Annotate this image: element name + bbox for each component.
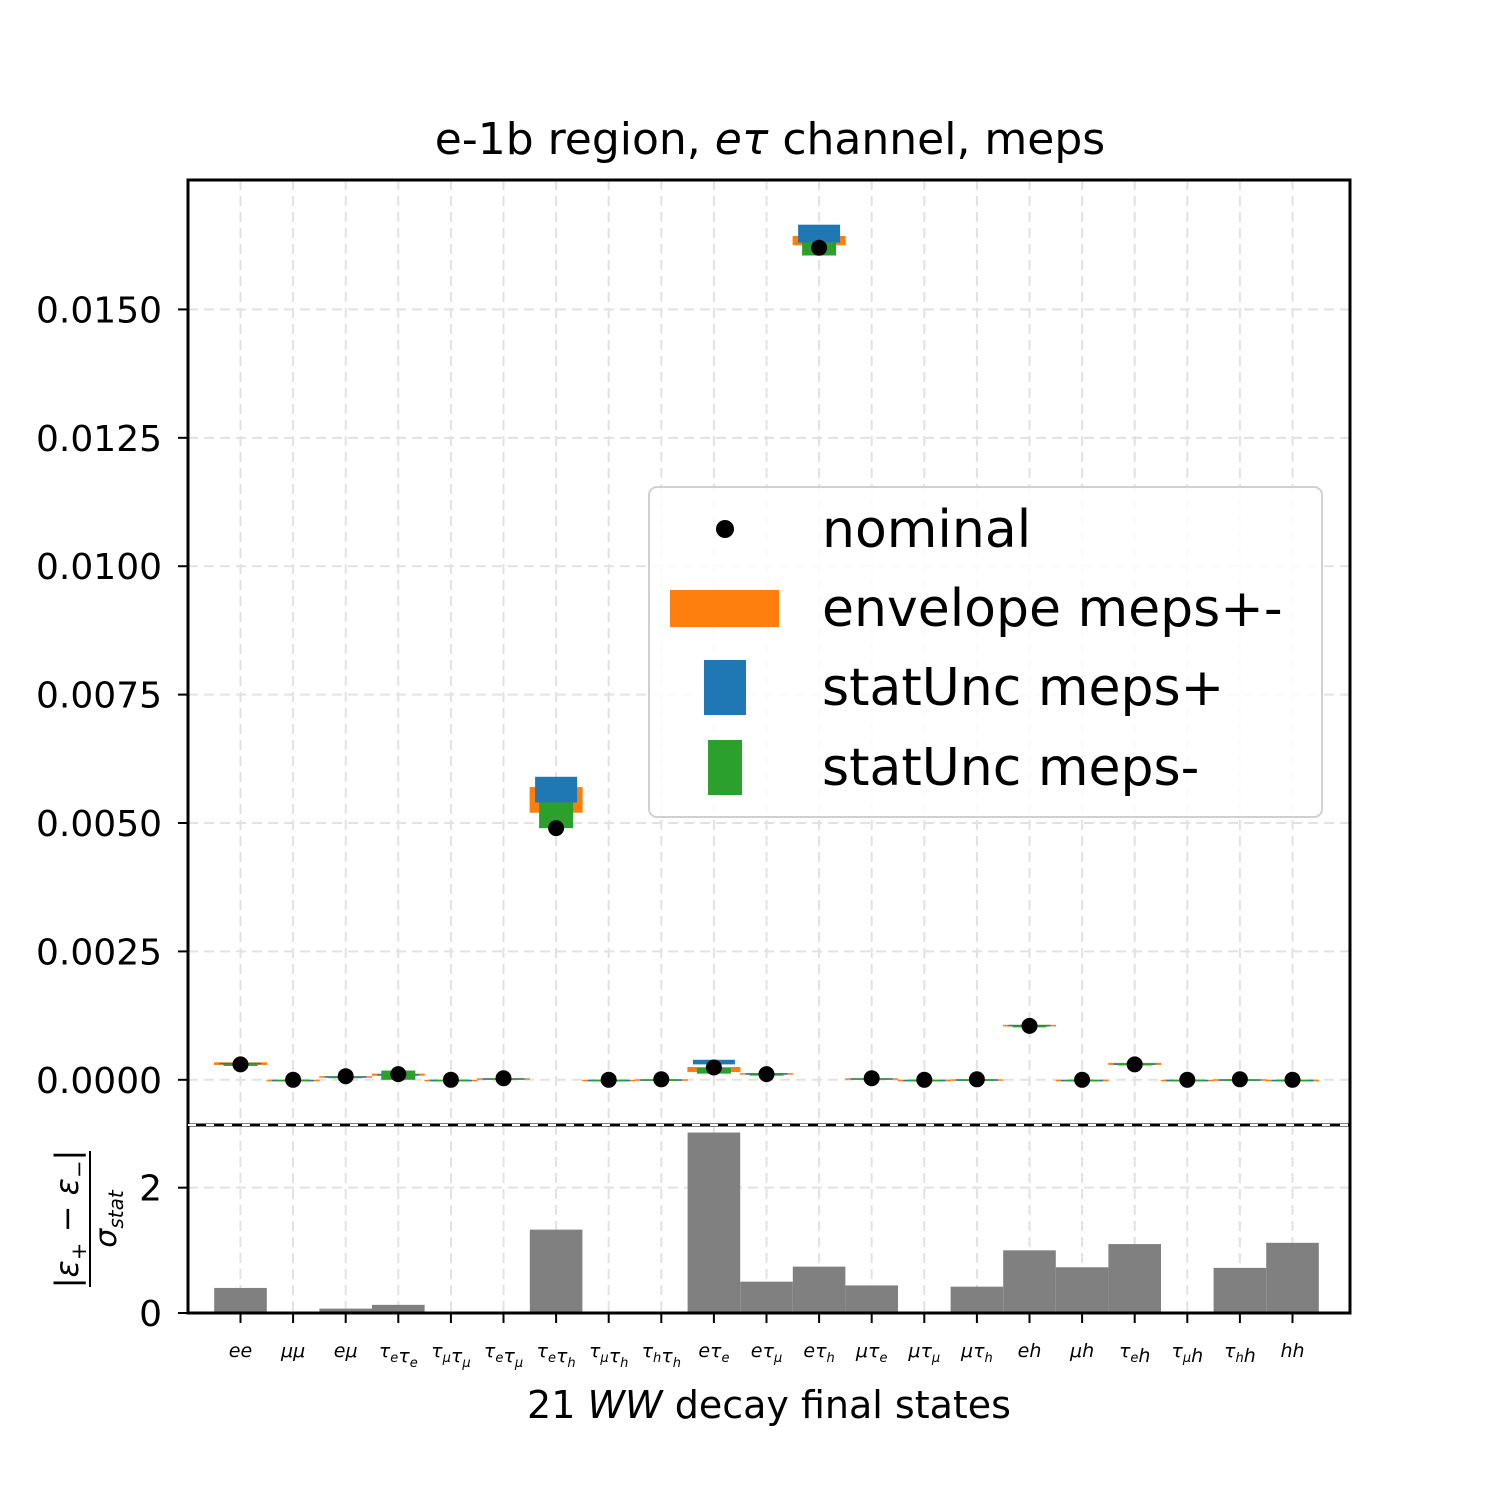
main-ytick-label: 0.0150 <box>36 290 162 331</box>
xtick-label: μμ <box>280 1340 305 1362</box>
ratio-bar <box>319 1308 372 1313</box>
xtick-label: μτe <box>855 1340 888 1366</box>
ratio-bar <box>1055 1267 1109 1313</box>
nominal-point <box>758 1066 775 1083</box>
xtick-label: τeτh <box>537 1340 576 1371</box>
xtick-label: μτh <box>960 1340 993 1366</box>
legend-envelope-swatch <box>670 590 779 627</box>
xtick-label: τhh <box>1224 1340 1256 1367</box>
xtick-label: μτμ <box>907 1340 940 1366</box>
main-ytick-label: 0.0025 <box>36 932 162 973</box>
legend-nominal-label: nominal <box>822 500 1031 560</box>
xtick-label: ee <box>229 1340 252 1362</box>
main-y-axis: 0.0000 0.0025 0.0050 0.0075 0.0100 0.0125 0.01… <box>36 290 188 1102</box>
svg-text:|ε+ − ε−|: |ε+ − ε−| <box>48 1150 91 1289</box>
nominal-point <box>1021 1017 1038 1034</box>
xtick-label: τeτμ <box>484 1340 523 1371</box>
nominal-point <box>653 1071 670 1088</box>
ratio-y-label: |ε+ − ε−| σstat <box>48 1150 128 1289</box>
nominal-point <box>1284 1071 1301 1088</box>
nominal-point <box>232 1056 249 1073</box>
ratio-bar <box>950 1286 1004 1313</box>
ratio-ytick-label: 0 <box>139 1294 162 1335</box>
nominal-point <box>548 820 565 837</box>
xtick-label: τhτh <box>642 1340 681 1371</box>
ratio-ytick-label: 2 <box>139 1169 162 1210</box>
nominal-point <box>1126 1056 1143 1073</box>
xtick-label: eτe <box>698 1340 729 1366</box>
xtick-label: eμ <box>334 1340 358 1362</box>
ratio-bar <box>529 1229 583 1313</box>
chart-title: e-1b region, eτ channel, meps <box>435 114 1105 165</box>
legend-nominal-marker <box>716 520 734 538</box>
nominal-point <box>337 1068 354 1085</box>
xtick-label: hh <box>1280 1340 1304 1362</box>
nominal-point <box>916 1071 933 1088</box>
legend-envelope-label: envelope meps+- <box>822 579 1283 639</box>
legend: nominal envelope meps+- statUnc meps+ st… <box>648 486 1323 818</box>
statunc-plus-box <box>535 776 578 803</box>
nominal-point <box>495 1070 512 1087</box>
ratio-bar <box>214 1287 267 1313</box>
nominal-point <box>811 239 828 256</box>
legend-statunc-plus-label: statUnc meps+ <box>822 658 1224 718</box>
nominal-point <box>390 1066 407 1083</box>
ratio-bar <box>1266 1242 1319 1313</box>
nominal-point <box>1179 1071 1196 1088</box>
xtick-label: τμh <box>1171 1340 1203 1367</box>
nominal-point <box>600 1071 617 1088</box>
ratio-bar <box>1003 1250 1056 1313</box>
x-axis-label: 21 WW decay final states <box>527 1383 1011 1427</box>
main-ytick-label: 0.0075 <box>36 676 162 717</box>
ratio-bar <box>740 1281 793 1313</box>
ratio-bar <box>687 1132 741 1313</box>
main-ytick-label: 0.0000 <box>36 1061 162 1102</box>
xtick-label: eτμ <box>751 1340 782 1366</box>
xtick-label: μh <box>1069 1340 1094 1362</box>
nominal-point <box>705 1059 722 1076</box>
legend-statunc-minus-swatch <box>708 740 742 795</box>
nominal-point <box>968 1071 985 1088</box>
svg-text:σstat: σstat <box>89 1189 128 1248</box>
xtick-label: eh <box>1018 1340 1042 1362</box>
ratio-bar <box>1108 1244 1161 1313</box>
xtick-label: τμτh <box>589 1340 628 1371</box>
legend-statunc-plus-swatch <box>704 660 746 715</box>
xtick-label: eτh <box>803 1340 834 1366</box>
xtick-label: τeh <box>1119 1340 1151 1367</box>
ratio-y-axis: 02 <box>139 1169 188 1335</box>
main-ytick-label: 0.0050 <box>36 804 162 845</box>
main-ytick-label: 0.0100 <box>36 547 162 588</box>
nominal-point <box>285 1071 302 1088</box>
ratio-plot-bars <box>214 1132 1319 1313</box>
ratio-bar <box>792 1266 846 1313</box>
nominal-point <box>1074 1071 1091 1088</box>
legend-statunc-minus-label: statUnc meps- <box>822 738 1199 798</box>
statunc-plus-box <box>798 224 841 243</box>
xtick-label: τμτμ <box>431 1340 470 1371</box>
nominal-point <box>442 1071 459 1088</box>
ratio-bar <box>1213 1267 1267 1313</box>
ratio-bar <box>845 1285 898 1313</box>
xtick-label: τeτe <box>379 1340 418 1371</box>
nominal-point <box>1231 1071 1248 1088</box>
nominal-point <box>863 1070 880 1087</box>
ratio-bar <box>372 1304 425 1313</box>
main-plot-marks <box>214 224 1319 1088</box>
main-ytick-label: 0.0125 <box>36 419 162 460</box>
